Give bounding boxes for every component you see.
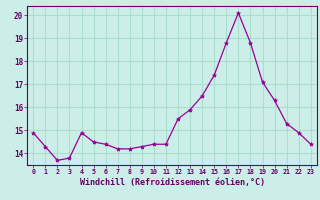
- X-axis label: Windchill (Refroidissement éolien,°C): Windchill (Refroidissement éolien,°C): [79, 178, 265, 187]
